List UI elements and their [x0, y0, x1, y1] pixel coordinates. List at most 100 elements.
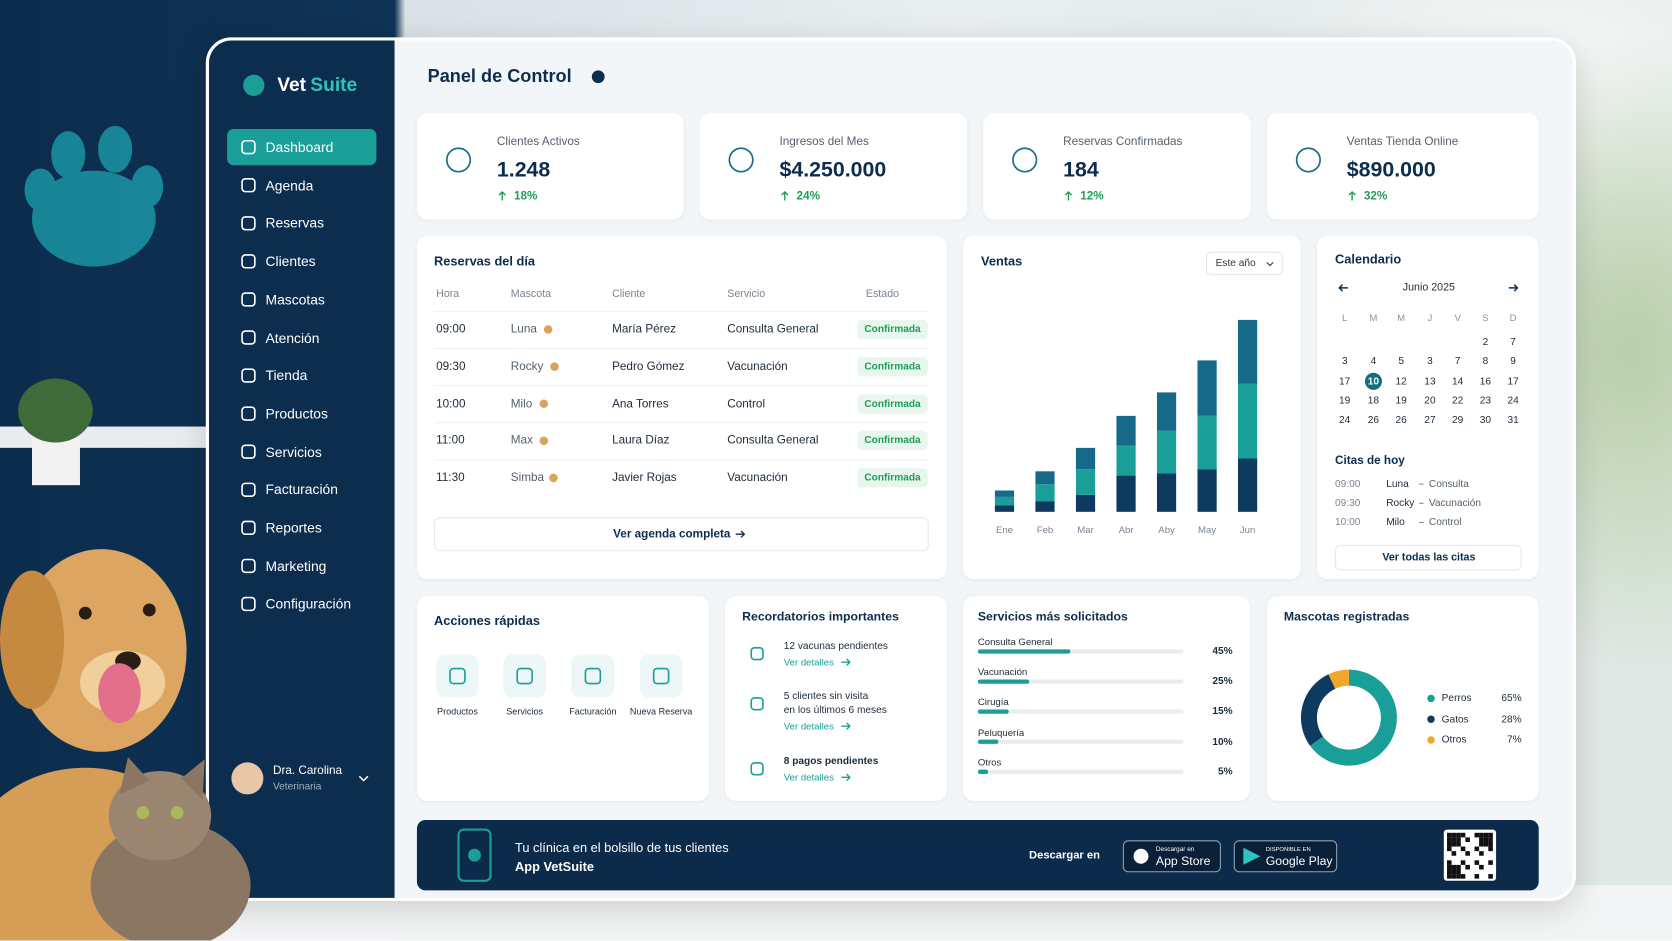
card — [1316, 235, 1539, 580]
action-button[interactable] — [639, 654, 683, 698]
cell: Consulta General — [727, 434, 819, 448]
menu-item[interactable]: Reportes — [265, 519, 322, 536]
day[interactable]: 7 — [1510, 336, 1516, 349]
bar — [977, 679, 1030, 684]
day[interactable]: 22 — [1452, 394, 1464, 407]
day[interactable]: 24 — [1339, 414, 1351, 427]
legend-value: 7% — [1507, 734, 1522, 746]
day[interactable]: 26 — [1395, 414, 1407, 427]
donut-segment — [1310, 669, 1397, 766]
qr-cell — [1460, 874, 1466, 879]
menu-item[interactable]: Servicios — [265, 443, 322, 460]
menu-item[interactable]: Mascotas — [265, 291, 325, 308]
day[interactable]: 14 — [1452, 375, 1464, 388]
day[interactable]: 29 — [1452, 414, 1464, 427]
bar-segment — [994, 490, 1015, 497]
action-label[interactable]: Nueva Reserva — [629, 705, 693, 717]
day[interactable]: 31 — [1507, 414, 1519, 427]
up-arrow — [781, 190, 789, 201]
menu-item[interactable]: Clientes — [265, 253, 316, 270]
qr-cell — [1447, 860, 1452, 865]
day[interactable]: 13 — [1424, 375, 1436, 388]
status-badge — [857, 468, 928, 488]
link[interactable]: Ver agenda completa — [613, 527, 731, 541]
status: Confirmada — [864, 397, 921, 410]
bar-segment — [1238, 319, 1258, 384]
reminder-text: 12 vacunas pendientes — [783, 640, 888, 653]
menu-item[interactable]: Dashboard — [265, 139, 334, 156]
menu-item[interactable]: Agenda — [265, 177, 314, 194]
link[interactable]: Ver detalles — [783, 656, 834, 668]
day[interactable]: 19 — [1395, 394, 1407, 407]
status-badge — [857, 431, 928, 451]
link-button[interactable] — [1335, 544, 1522, 571]
qr-cell — [1447, 837, 1452, 842]
day[interactable]: 24 — [1507, 394, 1519, 407]
day[interactable]: 7 — [1454, 355, 1461, 368]
user-role: Veterinaria — [272, 781, 322, 793]
menu-item[interactable]: Configuración — [265, 595, 352, 612]
menu-item[interactable]: Productos — [265, 405, 328, 422]
menu-item[interactable]: Atención — [265, 329, 320, 346]
action-label[interactable]: Servicios — [506, 705, 544, 717]
day[interactable]: 27 — [1424, 414, 1436, 427]
day[interactable]: 5 — [1398, 355, 1404, 368]
store-large[interactable]: App Store — [1155, 855, 1211, 868]
banner-text: App VetSuite — [515, 859, 594, 875]
action-label[interactable]: Productos — [437, 705, 478, 717]
column-header: Cliente — [612, 288, 646, 301]
action-button[interactable] — [571, 654, 615, 698]
day[interactable]: 10 — [1367, 375, 1380, 388]
day[interactable]: 2 — [1482, 336, 1489, 349]
card — [416, 113, 684, 220]
qr-cell — [1479, 864, 1484, 870]
cita-service: Vacunación — [1428, 497, 1482, 510]
day[interactable]: 19 — [1339, 394, 1351, 407]
link-button[interactable] — [433, 517, 929, 552]
menu-item[interactable]: Reservas — [265, 215, 325, 232]
qr-cell — [1465, 851, 1470, 856]
weekday: L — [1341, 312, 1348, 324]
phone-icon — [457, 828, 492, 882]
bar-track — [977, 709, 1184, 714]
menu-item[interactable]: Facturación — [265, 481, 338, 498]
menu-item[interactable]: Marketing — [265, 557, 327, 574]
day[interactable]: 17 — [1507, 375, 1519, 388]
menu-item[interactable]: Tienda — [265, 367, 308, 384]
store-large[interactable]: Google Play — [1265, 855, 1333, 868]
reminder-text: 8 pagos pendientes — [783, 755, 879, 768]
reminder-text: en los últimos 6 meses — [783, 704, 887, 717]
day[interactable]: 4 — [1370, 355, 1377, 368]
day[interactable]: 12 — [1395, 375, 1407, 388]
action-label[interactable]: Facturación — [569, 705, 617, 717]
dropdown[interactable] — [1206, 251, 1283, 276]
day[interactable]: 26 — [1367, 414, 1380, 427]
qr-cell — [1447, 864, 1452, 870]
menu-active[interactable] — [227, 129, 377, 166]
kpi-icon — [728, 147, 754, 173]
link[interactable]: Ver detalles — [783, 720, 834, 732]
bar-segment — [1035, 484, 1055, 502]
day[interactable]: 3 — [1427, 355, 1433, 368]
qr-cell — [1479, 832, 1484, 838]
link[interactable]: Ver todas las citas — [1382, 551, 1476, 564]
cell: 10:00 — [436, 397, 466, 411]
day[interactable]: 17 — [1339, 375, 1351, 388]
day[interactable]: 23 — [1479, 394, 1492, 407]
action-button[interactable] — [503, 654, 546, 698]
icon — [241, 520, 256, 536]
day[interactable]: 8 — [1482, 355, 1489, 368]
day[interactable]: 9 — [1510, 355, 1516, 368]
day[interactable]: 30 — [1479, 414, 1492, 427]
status: Confirmada — [864, 360, 921, 373]
kpi-value: 184 — [1063, 158, 1099, 182]
service-name: Consulta General — [977, 636, 1053, 648]
day[interactable]: 18 — [1367, 394, 1380, 407]
day[interactable]: 3 — [1341, 355, 1348, 368]
day[interactable]: 20 — [1424, 394, 1436, 407]
card-title: Servicios más solicitados — [977, 611, 1128, 624]
day[interactable]: 16 — [1479, 375, 1492, 388]
card-title: Ventas — [981, 253, 1023, 269]
link[interactable]: Ver detalles — [783, 772, 834, 783]
action-button[interactable] — [436, 654, 479, 698]
